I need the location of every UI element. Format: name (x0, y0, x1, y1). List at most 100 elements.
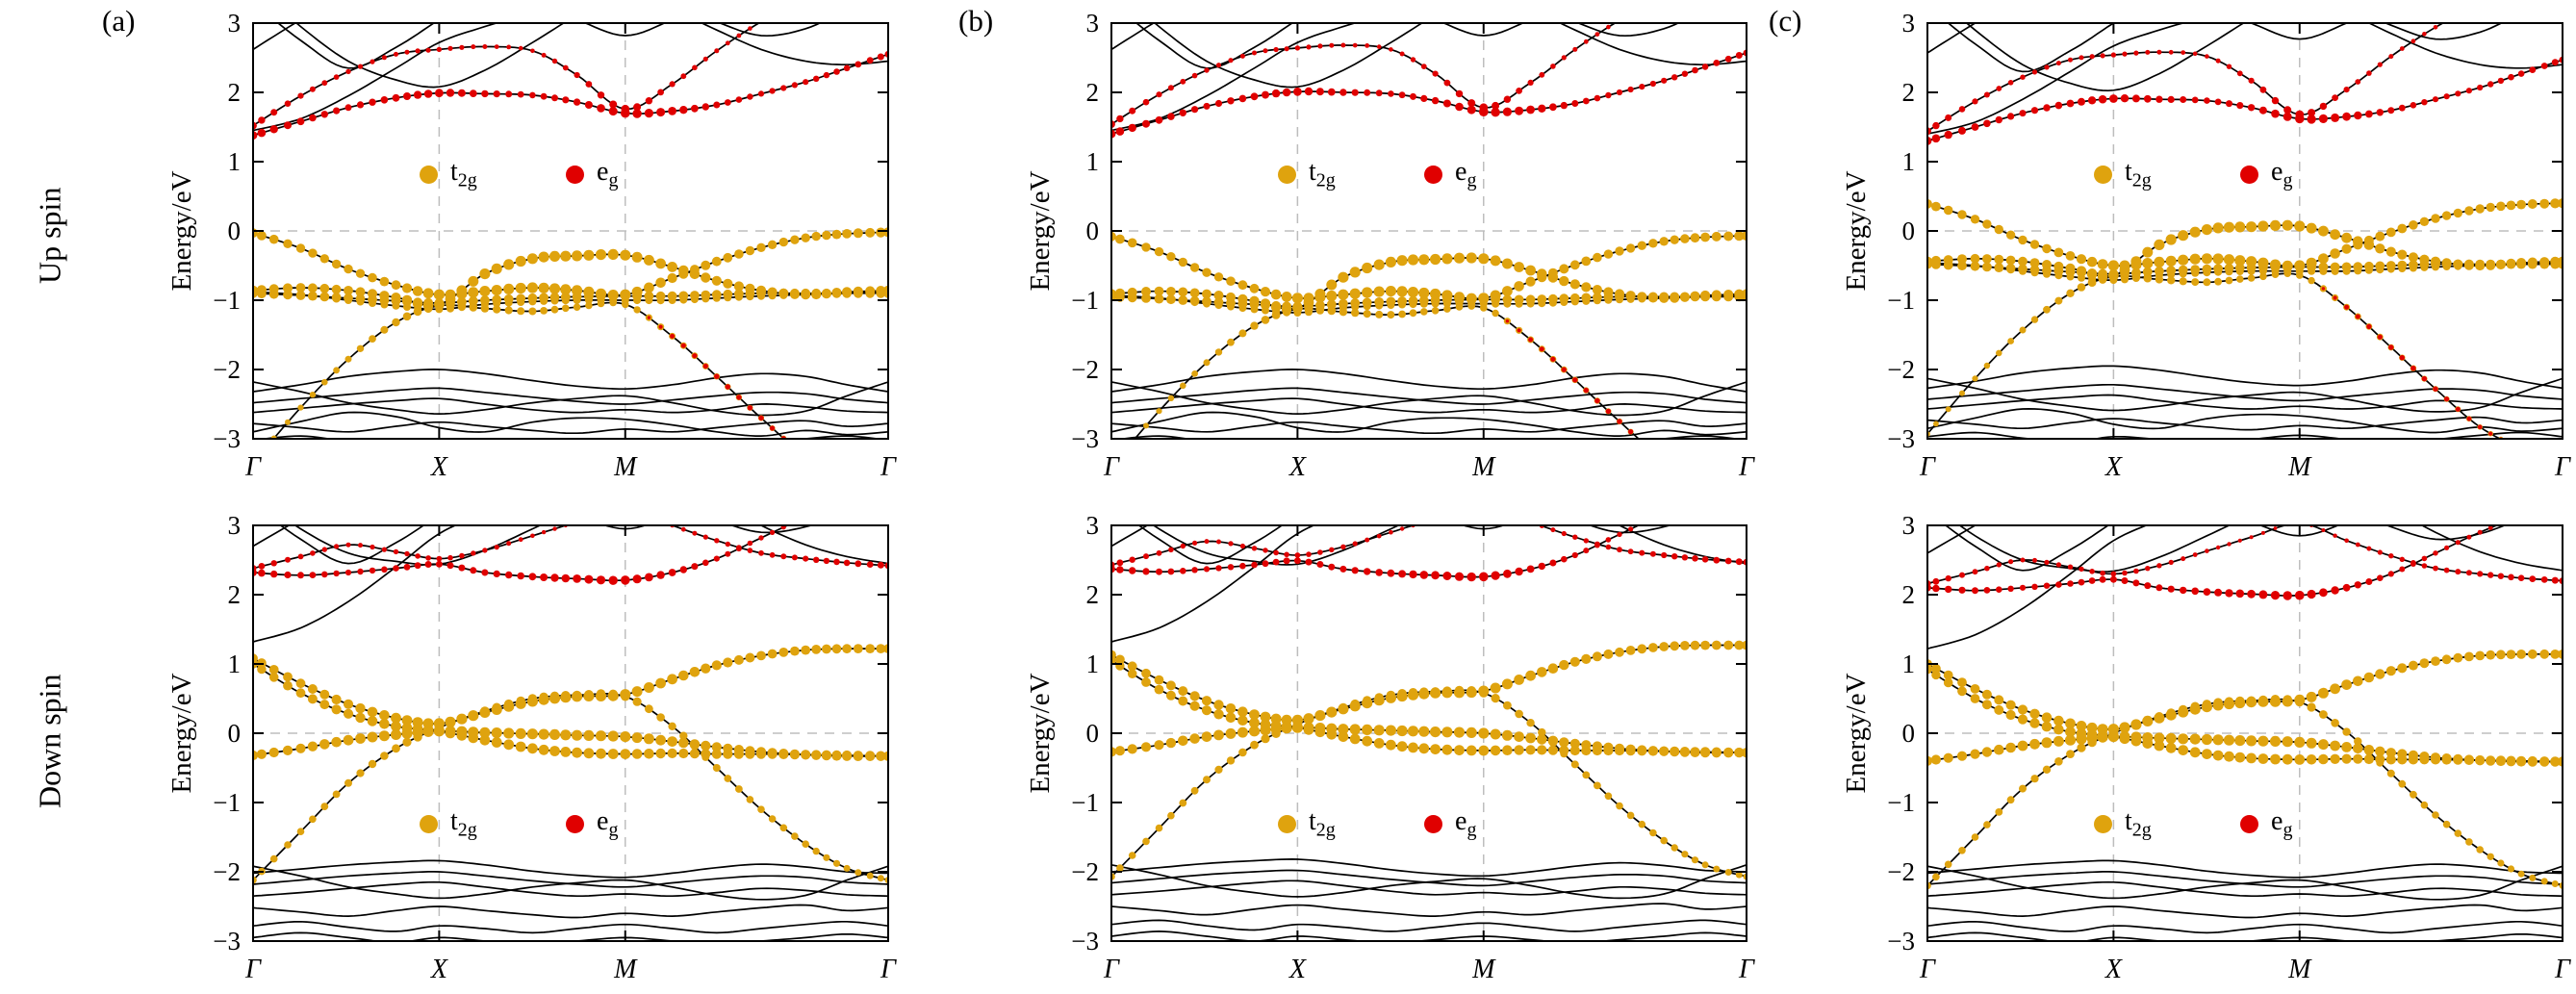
svg-text:1: 1 (1086, 147, 1100, 176)
t2g-markers (1111, 640, 1747, 880)
svg-text:2: 2 (1086, 580, 1100, 609)
eg-legend-label: eg (597, 805, 619, 841)
svg-text:−3: −3 (213, 927, 241, 956)
svg-text:Γ: Γ (1103, 955, 1120, 984)
svg-text:X: X (430, 955, 448, 984)
legend-item-t2g: t2g (1278, 807, 1336, 840)
svg-text:2: 2 (1902, 580, 1916, 609)
svg-text:Energy/eV: Energy/eV (1841, 170, 1872, 291)
svg-text:−2: −2 (213, 355, 241, 384)
panel-label-b: (b) (958, 4, 994, 38)
svg-text:Energy/eV: Energy/eV (1025, 673, 1056, 793)
band-panel-b-down-spin: 3 2 1 0 −1 −2 −3 Γ X M Γ Energy/eV t2g eg (1001, 514, 1758, 994)
t2g-legend-label: t2g (2125, 805, 2152, 841)
axes (1110, 22, 1747, 440)
svg-text:−1: −1 (1887, 286, 1915, 315)
axes (252, 22, 889, 440)
band-panel-a-up-spin: 3 2 1 0 −1 −2 −3 Γ X M Γ Energy/eV t2g eg (142, 12, 900, 492)
t2g-legend-dot (1278, 165, 1296, 184)
svg-text:Γ: Γ (244, 955, 262, 984)
band-panel-c-down-spin: 3 2 1 0 −1 −2 −3 Γ X M Γ Energy/eV t2g eg (1817, 514, 2574, 994)
legend-item-t2g: t2g (2094, 158, 2152, 191)
svg-text:1: 1 (228, 650, 242, 678)
legend-item-eg: eg (566, 807, 618, 840)
svg-text:Γ: Γ (244, 452, 262, 482)
svg-text:X: X (2104, 955, 2123, 984)
panel-label-a: (a) (102, 4, 136, 38)
svg-text:Γ: Γ (1738, 955, 1755, 984)
eg-legend-dot (2240, 814, 2258, 833)
svg-text:X: X (1288, 452, 1307, 482)
svg-text:−1: −1 (213, 788, 241, 817)
svg-text:−1: −1 (1071, 788, 1099, 817)
band-lines (253, 525, 888, 941)
t2g-legend-label: t2g (2125, 156, 2152, 191)
svg-text:−2: −2 (1887, 355, 1915, 384)
svg-text:Energy/eV: Energy/eV (1841, 673, 1872, 793)
t2g-legend-dot (420, 165, 438, 184)
svg-text:3: 3 (1902, 514, 1916, 540)
axes (1926, 524, 2563, 942)
svg-text:M: M (613, 452, 638, 482)
legend-item-t2g: t2g (420, 807, 477, 840)
axes (1926, 22, 2563, 440)
t2g-markers (1111, 230, 1747, 435)
svg-text:Γ: Γ (1919, 955, 1936, 984)
svg-text:1: 1 (1086, 650, 1100, 678)
svg-text:1: 1 (1902, 650, 1916, 678)
svg-text:1: 1 (228, 147, 242, 176)
band-lines (1111, 23, 1747, 439)
svg-text:X: X (1288, 955, 1307, 984)
t2g-legend-label: t2g (450, 156, 477, 191)
svg-text:Γ: Γ (880, 955, 897, 984)
legend-item-t2g: t2g (2094, 807, 2152, 840)
svg-text:−3: −3 (1071, 424, 1099, 453)
svg-text:−2: −2 (1071, 355, 1099, 384)
eg-markers (253, 23, 888, 439)
svg-text:0: 0 (1902, 719, 1916, 748)
t2g-markers (253, 227, 888, 439)
svg-text:2: 2 (1086, 78, 1100, 107)
eg-legend-dot (566, 165, 584, 184)
svg-text:−2: −2 (1887, 857, 1915, 886)
band-lines (1927, 525, 2563, 941)
svg-text:−3: −3 (1071, 927, 1099, 956)
svg-text:M: M (1471, 452, 1496, 482)
svg-text:3: 3 (1086, 514, 1100, 540)
svg-text:0: 0 (1086, 217, 1100, 245)
t2g-legend-dot (2094, 814, 2112, 833)
svg-text:3: 3 (228, 12, 242, 38)
row-label-up-spin: Up spin (32, 187, 67, 285)
t2g-legend-dot (1278, 814, 1296, 833)
svg-text:X: X (2104, 452, 2123, 482)
svg-text:2: 2 (1902, 78, 1916, 107)
band-panel-c-up-spin: 3 2 1 0 −1 −2 −3 Γ X M Γ Energy/eV t2g eg (1817, 12, 2574, 492)
svg-text:2: 2 (228, 580, 242, 609)
row-label-down-spin: Down spin (32, 674, 67, 808)
svg-text:M: M (613, 955, 638, 984)
svg-text:Γ: Γ (2554, 452, 2571, 482)
svg-text:Γ: Γ (1103, 452, 1120, 482)
svg-text:−3: −3 (1887, 927, 1915, 956)
legend-item-eg: eg (566, 158, 618, 191)
svg-text:Energy/eV: Energy/eV (166, 170, 197, 291)
svg-text:X: X (430, 452, 448, 482)
eg-legend-label: eg (597, 156, 619, 191)
svg-text:Γ: Γ (1738, 452, 1755, 482)
t2g-legend-label: t2g (1309, 156, 1336, 191)
eg-markers (253, 525, 888, 585)
svg-text:1: 1 (1902, 147, 1916, 176)
svg-text:2: 2 (228, 78, 242, 107)
svg-text:−3: −3 (1887, 424, 1915, 453)
